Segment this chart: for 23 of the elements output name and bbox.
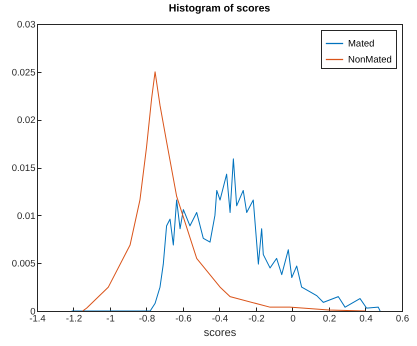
x-tick-label: 0.6 <box>396 314 410 324</box>
x-tick-label: -1.4 <box>29 314 46 324</box>
x-tick-label: -0.2 <box>248 314 265 324</box>
x-axis-title: scores <box>204 327 237 339</box>
x-tick-label: -1.2 <box>66 314 82 324</box>
x-tick-label: -0.6 <box>175 314 192 324</box>
x-tick-label: 0.2 <box>322 314 336 324</box>
legend-label: Mated <box>348 38 374 50</box>
x-tick-label: 0 <box>290 314 296 324</box>
y-tick-label: 0.005 <box>12 258 36 270</box>
chart-title: Histogram of scores <box>168 2 270 14</box>
y-tick-label: 0.02 <box>17 115 36 126</box>
y-tick-label: 0.01 <box>17 210 36 222</box>
x-tick-label: -0.8 <box>138 314 156 324</box>
x-tick-label: 0.4 <box>359 314 373 324</box>
x-tick-label: -0.4 <box>212 314 228 324</box>
y-tick-label: 0.03 <box>17 20 36 30</box>
line-series <box>71 158 381 311</box>
x-tick-label: -1 <box>106 314 115 324</box>
y-tick-label: 0.015 <box>12 163 36 174</box>
line-series <box>82 71 366 311</box>
y-tick-label: 0.025 <box>12 67 36 78</box>
legend-label: NonMated <box>348 54 392 66</box>
